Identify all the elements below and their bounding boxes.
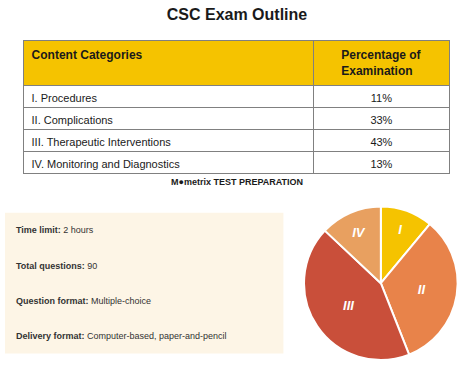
svg-text:Total questions: 90: Total questions: 90 (16, 261, 97, 271)
svg-text:Delivery format: Computer-base: Delivery format: Computer-based, paper-a… (16, 331, 227, 341)
svg-text:II: II (418, 282, 426, 297)
svg-text:11%: 11% (371, 92, 392, 104)
svg-text:IV. Monitoring and Diagnostics: IV. Monitoring and Diagnostics (32, 158, 181, 170)
svg-text:III. Therapeutic Interventions: III. Therapeutic Interventions (32, 136, 172, 148)
svg-text:IV: IV (352, 225, 366, 240)
svg-text:III: III (343, 298, 354, 313)
svg-text:Percentage ofExamination: Percentage ofExamination (341, 48, 421, 78)
svg-text:Time limit: 2 hours: Time limit: 2 hours (16, 225, 94, 235)
svg-text:33%: 33% (370, 114, 392, 126)
svg-text:43%: 43% (370, 136, 392, 148)
svg-text:Content Categories: Content Categories (32, 48, 143, 62)
svg-text:I. Procedures: I. Procedures (32, 92, 98, 104)
svg-text:CSC Exam Outline: CSC Exam Outline (167, 6, 308, 23)
svg-text:Question format: Multiple-choi: Question format: Multiple-choice (16, 296, 151, 306)
svg-text:II. Complications: II. Complications (32, 114, 114, 126)
svg-text:M●metrix TEST PREPARATION: M●metrix TEST PREPARATION (171, 177, 303, 187)
svg-text:13%: 13% (370, 158, 392, 170)
svg-text:I: I (398, 222, 402, 237)
